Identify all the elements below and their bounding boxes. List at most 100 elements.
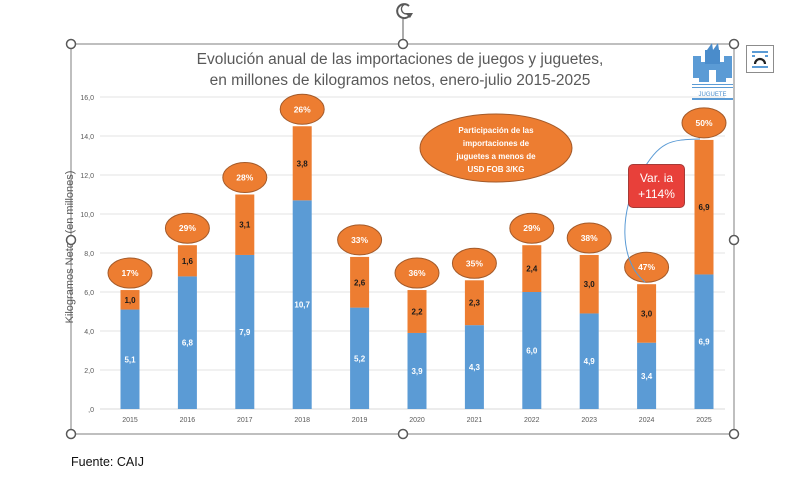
share-bubble-label: 35% [466, 258, 483, 268]
share-note-line: USD FOB 3/KG [468, 165, 525, 174]
data-label-base: 10,7 [294, 301, 310, 310]
y-axis-label: Kilogramos Netos (en millones) [64, 171, 76, 324]
data-label-base: 6,9 [698, 338, 710, 347]
bar-segment-base [464, 325, 484, 409]
bar-segment-low-cost [120, 290, 140, 310]
resize-handle[interactable] [65, 38, 77, 50]
variation-label: Var. ia [639, 171, 674, 185]
share-bubble [279, 93, 325, 125]
bar-segment-low-cost [350, 256, 370, 308]
layout-options-button[interactable] [746, 45, 774, 73]
bar-segment-low-cost [579, 254, 599, 314]
resize-handle[interactable] [65, 234, 77, 246]
y-tick-label: 12,0 [80, 173, 94, 180]
data-label-low-cost: 2,2 [411, 308, 423, 317]
rotate-handle-icon[interactable] [396, 3, 413, 40]
data-label-low-cost: 6,9 [698, 203, 710, 212]
x-tick-label: 2016 [180, 417, 196, 424]
logo-icon: JUGUETE [692, 43, 733, 100]
share-bubbles: 17% 29% 28% 26% 33% 36% 35% 29% 38% 47% 50% [107, 93, 727, 289]
share-bubble [337, 224, 383, 256]
bar-segment-low-cost [522, 245, 542, 292]
share-bubble-label: 28% [236, 173, 253, 183]
data-label-base: 4,9 [584, 357, 596, 366]
bar-segment-base [522, 292, 542, 409]
variation-value: +114% [638, 187, 675, 201]
data-label-base: 4,3 [469, 363, 481, 372]
variation-callout: Var. ia +114% [628, 164, 685, 208]
y-tick-label: ,0 [88, 407, 94, 414]
gridlines [100, 96, 725, 410]
y-axis-ticks: ,0 2,0 4,0 6,0 8,0 10,0 12,0 14,0 16,0 [80, 95, 94, 414]
x-tick-label: 2019 [352, 417, 368, 424]
share-bubble [107, 257, 153, 289]
data-label-base: 5,2 [354, 354, 366, 363]
share-bubble [624, 251, 670, 283]
share-bubble-label: 47% [638, 262, 655, 272]
data-label-base: 6,0 [526, 347, 538, 356]
share-bubble-label: 36% [408, 268, 425, 278]
bar-segment-low-cost [407, 290, 427, 333]
resize-handle[interactable] [728, 234, 740, 246]
share-bubble [566, 222, 612, 254]
x-axis-ticks: 2015 2016 2017 2018 2019 2020 2021 2022 2023 2024… [122, 417, 712, 424]
data-label-low-cost: 3,0 [584, 280, 596, 289]
data-label-base: 6,8 [182, 339, 194, 348]
x-tick-label: 2025 [696, 417, 712, 424]
share-bubble [164, 212, 210, 244]
share-bubble [509, 212, 555, 244]
source-note: Fuente: CAIJ [71, 455, 144, 469]
share-bubble-label: 26% [294, 104, 311, 114]
bar-segment-low-cost [464, 280, 484, 326]
resize-handle[interactable] [397, 428, 409, 440]
bar-segment-low-cost [177, 245, 197, 277]
bar-segment-base [694, 274, 714, 409]
y-tick-label: 16,0 [80, 95, 94, 102]
bar-segment-low-cost [235, 194, 255, 255]
x-tick-label: 2022 [524, 417, 540, 424]
data-label-low-cost: 3,0 [641, 309, 653, 318]
resize-handle[interactable] [397, 38, 409, 50]
layout-options-icon [752, 51, 768, 68]
share-bubble-label: 29% [179, 223, 196, 233]
chart-area[interactable] [70, 43, 735, 435]
share-bubble-label: 33% [351, 235, 368, 245]
bar-segment-low-cost [694, 139, 714, 275]
x-tick-label: 2018 [294, 417, 310, 424]
share-bubble-label: 50% [695, 118, 712, 128]
share-bubble-label: 29% [523, 223, 540, 233]
bar-segment-base [579, 313, 599, 409]
data-label-low-cost: 2,4 [526, 265, 538, 274]
share-bubble-label: 17% [121, 268, 138, 278]
y-tick-label: 2,0 [84, 368, 94, 375]
data-label-base: 3,9 [411, 367, 423, 376]
resize-handle[interactable] [65, 428, 77, 440]
share-note-line: juguetes a menos de [455, 152, 536, 161]
y-tick-label: 8,0 [84, 251, 94, 258]
bar-segment-base [350, 307, 370, 409]
data-label-low-cost: 3,1 [239, 221, 251, 230]
x-tick-label: 2015 [122, 417, 138, 424]
resize-handle[interactable] [728, 428, 740, 440]
x-tick-label: 2021 [467, 417, 483, 424]
bar-segment-base [235, 254, 255, 409]
x-tick-label: 2017 [237, 417, 253, 424]
data-label-low-cost: 1,0 [124, 296, 136, 305]
selection-handles[interactable] [65, 38, 740, 440]
share-bubble [451, 247, 497, 279]
share-bubble [394, 257, 440, 289]
bar-segment-low-cost [292, 126, 312, 201]
y-tick-label: 6,0 [84, 290, 94, 297]
resize-handle[interactable] [728, 38, 740, 50]
share-bubble [681, 107, 727, 139]
data-label-low-cost: 1,6 [182, 257, 194, 266]
data-label-low-cost: 3,8 [297, 159, 309, 168]
data-label-base: 7,9 [239, 328, 251, 337]
share-bubble [222, 162, 268, 193]
chart-title-line: en millones de kilogramos netos, enero-j… [209, 72, 591, 89]
data-label-low-cost: 2,6 [354, 278, 366, 287]
bar-segment-base [292, 200, 312, 409]
y-tick-label: 4,0 [84, 329, 94, 336]
